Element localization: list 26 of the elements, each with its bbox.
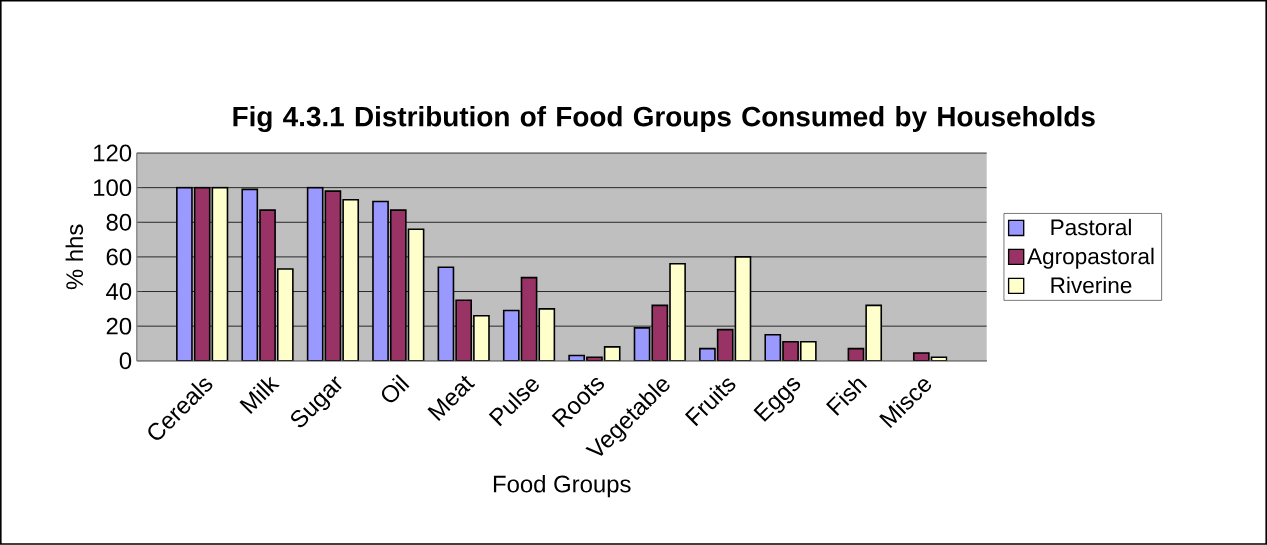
y-tick-label: 0 [119, 352, 132, 370]
y-tick-label: 40 [106, 283, 132, 301]
bar [193, 186, 211, 361]
y-tick-label: 20 [106, 317, 132, 335]
y-axis-title: % hhs [65, 224, 84, 290]
bar [437, 266, 455, 361]
x-axis-title: Food Groups [493, 475, 631, 498]
legend-label: Pastoral [1051, 218, 1131, 236]
x-tick-label: Milk [239, 376, 280, 415]
legend-label: Riverine [1051, 276, 1132, 294]
y-tick-label: 60 [106, 248, 132, 266]
bar [407, 228, 425, 361]
bar [651, 304, 669, 361]
bar [324, 190, 342, 361]
bar [306, 186, 324, 361]
y-tick-label: 80 [106, 213, 132, 231]
bar [211, 186, 229, 361]
x-tick-label: Oil [381, 374, 410, 403]
bar [520, 276, 538, 361]
y-tick-label: 100 [94, 179, 132, 197]
x-tick-label: Fish [825, 378, 868, 416]
bar [241, 188, 259, 361]
chart-title: Fig 4.3.1 Distribution of Food Groups Consumed by Households [233, 106, 1095, 133]
bar [734, 256, 752, 361]
legend-label: Agropastoral [1027, 247, 1154, 269]
y-tick-label: 120 [94, 144, 132, 162]
